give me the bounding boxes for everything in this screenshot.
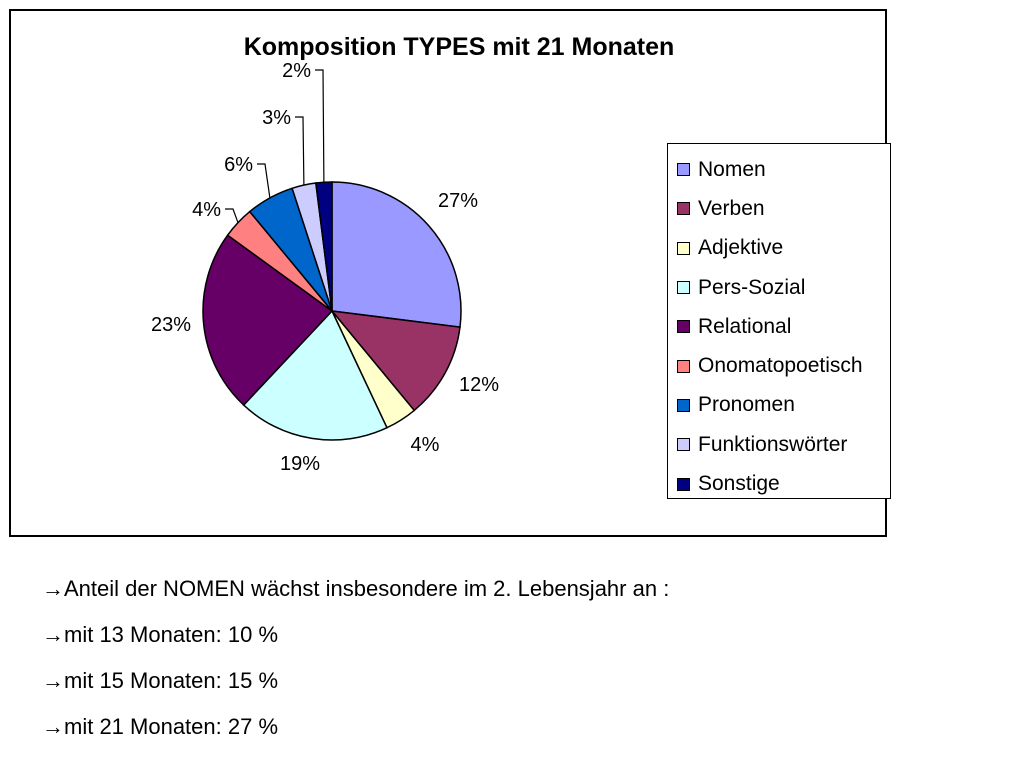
pie-chart: 27% 12% 4% 19% 23% 4% 6% 3% 2%: [151, 60, 499, 475]
legend-item: Funktionswörter: [668, 425, 890, 464]
leader-line: [225, 208, 239, 223]
arrow-right-icon: →: [42, 714, 64, 739]
slice-data-label: 3%: [262, 107, 291, 129]
legend-swatch: [677, 281, 690, 295]
legend-label: Sonstige: [698, 472, 780, 496]
legend-label: Relational: [698, 314, 792, 338]
legend-item: Verben: [668, 189, 890, 228]
legend-swatch: [677, 241, 690, 255]
legend-item: Relational: [668, 307, 890, 346]
legend-swatch: [677, 477, 690, 491]
legend-item: Sonstige: [668, 464, 890, 503]
leader-line: [315, 69, 325, 183]
legend-item: Nomen: [668, 150, 890, 189]
legend-label: Funktionswörter: [698, 432, 848, 456]
pie-slice: [242, 309, 388, 441]
slice-data-label: 27%: [438, 190, 478, 212]
slice-data-label: 2%: [282, 60, 311, 82]
legend-label: Adjektive: [698, 236, 784, 260]
legend-label: Nomen: [698, 157, 766, 181]
note-line: → Anteil der NOMEN wächst insbesondere i…: [42, 566, 669, 612]
slice-data-label: 4%: [192, 199, 221, 221]
chart-frame: Komposition TYPES mit 21 Monaten 27% 12% 4…: [9, 9, 891, 537]
legend-label: Pronomen: [698, 393, 795, 417]
note-text: Anteil der NOMEN wächst insbesondere im …: [64, 576, 670, 601]
note-line: → mit 21 Monaten: 27 %: [42, 704, 669, 750]
legend-swatch: [677, 320, 690, 334]
notes: → Anteil der NOMEN wächst insbesondere i…: [42, 566, 669, 750]
chart-title: Komposition TYPES mit 21 Monaten: [243, 33, 675, 61]
legend-label: Pers-Sozial: [698, 275, 806, 299]
note-line: → mit 15 Monaten: 15 %: [42, 658, 669, 704]
pie-slice: [202, 234, 334, 407]
legend-swatch: [677, 202, 690, 216]
slice-data-label: 19%: [280, 453, 320, 475]
leader-line: [295, 116, 305, 186]
arrow-right-icon: →: [42, 622, 64, 647]
leader-line: [257, 163, 271, 199]
note-text: mit 15 Monaten: 15 %: [64, 668, 279, 693]
pie-slice: [330, 310, 461, 412]
legend-item: Adjektive: [668, 229, 890, 268]
legend-label: Onomatopoetisch: [698, 354, 863, 378]
slice-data-label: 6%: [224, 154, 253, 176]
arrow-right-icon: →: [42, 576, 64, 601]
legend-swatch: [677, 398, 690, 412]
note-text: mit 21 Monaten: 27 %: [64, 714, 279, 739]
legend: Nomen Verben Adjektive Pers-Sozial Relat…: [667, 143, 891, 499]
legend-swatch: [677, 163, 690, 177]
legend-item: Onomatopoetisch: [668, 346, 890, 385]
slice-data-label: 4%: [411, 434, 440, 456]
slice-data-label: 23%: [151, 314, 191, 336]
legend-item: Pronomen: [668, 386, 890, 425]
pie-slice: [331, 181, 462, 329]
legend-label: Verben: [698, 196, 765, 220]
legend-swatch: [677, 438, 690, 452]
note-text: mit 13 Monaten: 10 %: [64, 622, 279, 647]
slice-data-label: 12%: [459, 374, 499, 396]
arrow-right-icon: →: [42, 668, 64, 693]
legend-item: Pers-Sozial: [668, 268, 890, 307]
legend-swatch: [677, 359, 690, 373]
note-line: → mit 13 Monaten: 10 %: [42, 612, 669, 658]
